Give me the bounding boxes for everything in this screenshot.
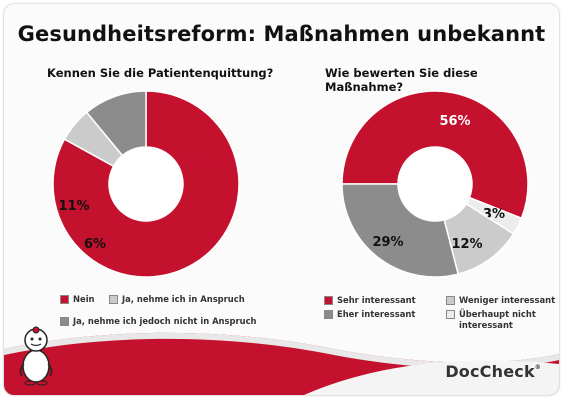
legend-label: Ja, nehme ich jedoch nicht in Anspruch: [73, 316, 257, 326]
legend-swatch: [324, 296, 333, 305]
donut-slice: [52, 90, 240, 278]
legend-swatch: [446, 310, 455, 319]
legend-label: Überhaupt nicht interessant: [459, 309, 536, 330]
donut-slice: [341, 183, 460, 278]
doccheck-logo: DocCheck®: [445, 362, 541, 381]
donut-hole: [399, 148, 471, 220]
legend-swatch: [324, 310, 333, 319]
donut-hole: [110, 148, 182, 220]
legend-swatch: [109, 295, 118, 304]
legend-swatch: [60, 317, 69, 326]
donut-slice: [85, 90, 147, 157]
slice-value-label: 83%: [184, 156, 215, 171]
legend-swatch: [60, 295, 69, 304]
slice-value-label: 12%: [451, 237, 482, 252]
slide-frame: Gesundheitsreform: Maßnahmen unbekannt K…: [4, 4, 559, 395]
slice-value-label: 29%: [372, 235, 403, 250]
legend-label: Sehr interessant: [337, 295, 416, 305]
legend-label: Ja, nehme ich in Anspruch: [122, 294, 245, 304]
registered-mark: ®: [534, 364, 541, 371]
legend-label: Weniger interessant: [459, 295, 556, 305]
slice-value-label: 56%: [439, 114, 470, 129]
legend-swatch: [446, 296, 455, 305]
logo-text: DocCheck: [445, 362, 535, 381]
slice-value-label: 6%: [84, 237, 106, 252]
donut-slice: [341, 90, 529, 220]
doctor-mascot-icon: [19, 326, 53, 386]
donut-chart-bewertung: 56%3%12%29%: [341, 90, 529, 278]
donut-chart-patientenquittung: 83% 6% 11%: [52, 90, 240, 278]
page-title: Gesundheitsreform: Maßnahmen unbekannt: [17, 22, 546, 46]
legend-label: Eher interessant: [337, 309, 416, 319]
bottom-swoosh: [4, 332, 559, 395]
chart-1-title: Kennen Sie die Patientenquittung?: [47, 66, 274, 80]
slice-value-label: 11%: [58, 199, 89, 214]
chart-2-title: Wie bewerten Sie diese Maßnahme?: [325, 66, 478, 94]
legend-label: Nein: [73, 294, 95, 304]
